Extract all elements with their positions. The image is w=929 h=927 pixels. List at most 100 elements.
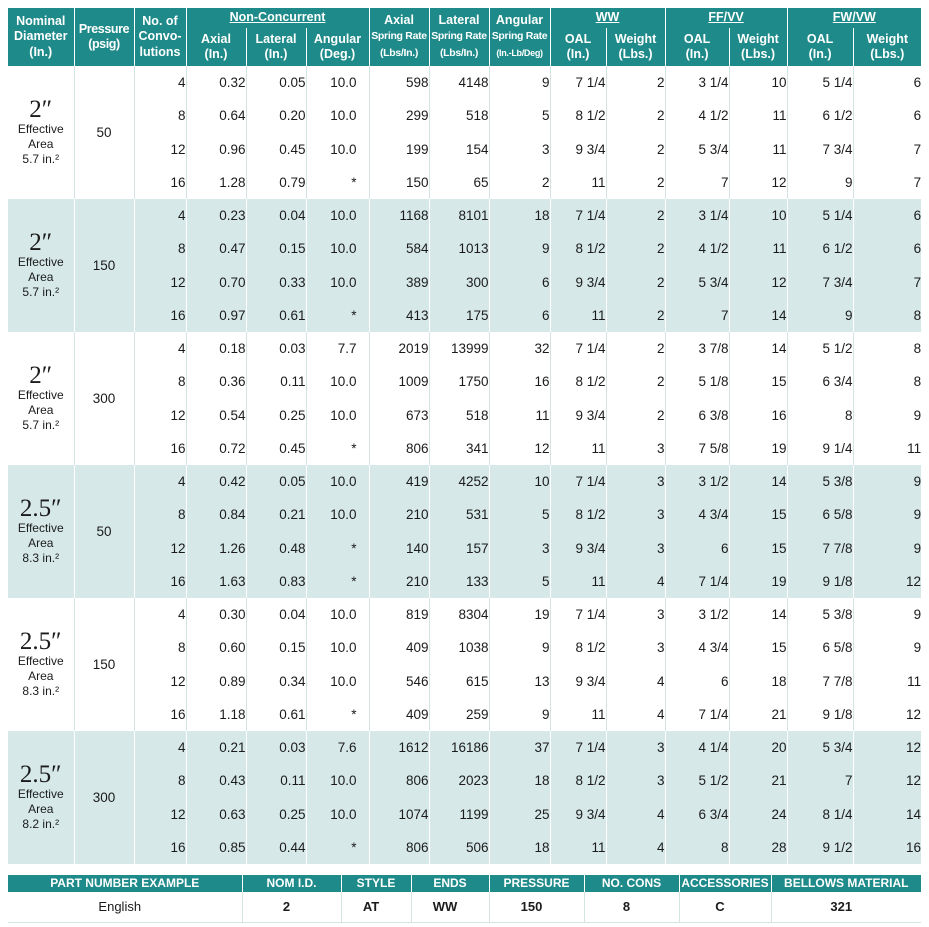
axial-cell: 1.26 xyxy=(186,531,247,565)
axial-spring-rate-cell: 806 xyxy=(369,764,430,798)
lateral-cell: 0.03 xyxy=(246,731,307,765)
ww-oal-cell: 11 xyxy=(550,298,607,332)
pressure-cell: 300 xyxy=(74,332,135,465)
fwvw-weight-cell: 7 xyxy=(853,265,922,299)
axial-cell: 0.32 xyxy=(186,66,247,100)
fwvw-oal-cell: 6 3/4 xyxy=(787,365,854,399)
lateral-cell: 0.44 xyxy=(246,830,307,864)
part-header-nom-id: NOM I.D. xyxy=(242,875,342,892)
part-value-accessories: C xyxy=(679,892,772,923)
fwvw-oal-cell: 9 1/8 xyxy=(787,564,854,598)
ffvv-oal-cell: 5 1/2 xyxy=(665,764,730,798)
lateral-cell: 0.25 xyxy=(246,797,307,831)
axial-cell: 0.30 xyxy=(186,598,247,632)
lateral-spring-rate-cell: 8304 xyxy=(429,598,490,632)
effective-area-label: Effective Area xyxy=(17,787,64,816)
ffvv-oal-cell: 4 1/4 xyxy=(665,731,730,765)
table-row: 8 0.36 0.11 10.0 1009 1750 16 8 1/2 2 5 1/8 15 6 3/… xyxy=(8,365,921,399)
axial-cell: 1.28 xyxy=(186,165,247,199)
axial-spring-rate-cell: 819 xyxy=(369,598,430,632)
axial-cell: 0.89 xyxy=(186,664,247,698)
header-axial: Axial (In.) xyxy=(186,28,247,66)
angular-spring-rate-cell: 6 xyxy=(489,298,551,332)
fwvw-weight-cell: 16 xyxy=(853,830,922,864)
ww-oal-cell: 8 1/2 xyxy=(550,631,607,665)
part-value-ends: WW xyxy=(411,892,490,923)
convolutions-cell: 4 xyxy=(134,199,187,233)
ffvv-weight-cell: 15 xyxy=(729,531,788,565)
lateral-spring-rate-cell: 259 xyxy=(429,697,490,731)
effective-area-label: Effective Area xyxy=(17,388,64,417)
ww-oal-cell: 8 1/2 xyxy=(550,498,607,532)
pressure-cell: 50 xyxy=(74,465,135,598)
angular-cell: * xyxy=(306,564,370,598)
lateral-cell: 0.11 xyxy=(246,764,307,798)
angular-spring-rate-cell: 32 xyxy=(489,332,551,366)
lateral-spring-rate-cell: 518 xyxy=(429,398,490,432)
ww-weight-cell: 2 xyxy=(606,365,666,399)
fwvw-weight-cell: 12 xyxy=(853,764,922,798)
table-row: 2.5″ Effective Area 8.2 in.² 300 4 0.21 0.03 7.… xyxy=(8,731,922,864)
ww-weight-cell: 2 xyxy=(606,99,666,133)
lateral-spring-rate-cell: 65 xyxy=(429,165,490,199)
lateral-cell: 0.21 xyxy=(246,498,307,532)
axial-spring-rate-cell: 598 xyxy=(369,66,430,100)
fwvw-weight-cell: 6 xyxy=(853,199,922,233)
ww-oal-cell: 11 xyxy=(550,431,607,465)
axial-spring-rate-cell: 299 xyxy=(369,99,430,133)
fwvw-oal-cell: 5 1/4 xyxy=(787,199,854,233)
angular-cell: 10.0 xyxy=(306,265,370,299)
ffvv-weight-cell: 18 xyxy=(729,664,788,698)
angular-spring-rate-cell: 5 xyxy=(489,564,551,598)
axial-cell: 0.97 xyxy=(186,298,247,332)
ww-oal-cell: 8 1/2 xyxy=(550,764,607,798)
angular-spring-rate-cell: 9 xyxy=(489,631,551,665)
lateral-cell: 0.11 xyxy=(246,365,307,399)
nominal-diameter-cell: 2.5″ Effective Area 8.3 in.² xyxy=(8,465,75,598)
part-header-ends: ENDS xyxy=(411,875,490,892)
part-value-example: English xyxy=(8,892,243,923)
axial-spring-rate-cell: 409 xyxy=(369,697,430,731)
ffvv-oal-cell: 8 xyxy=(665,830,730,864)
part-header-style: STYLE xyxy=(341,875,412,892)
lateral-cell: 0.61 xyxy=(246,298,307,332)
part-header-no-cons: NO. CONS xyxy=(584,875,680,892)
axial-spring-rate-cell: 1009 xyxy=(369,365,430,399)
ffvv-oal-cell: 7 xyxy=(665,165,730,199)
ffvv-oal-cell: 7 xyxy=(665,298,730,332)
axial-cell: 1.63 xyxy=(186,564,247,598)
table-row: 12 1.26 0.48 * 140 157 3 9 3/4 3 6 15 7 7/8 9 xyxy=(8,531,922,565)
axial-cell: 0.36 xyxy=(186,365,247,399)
nominal-diameter-cell: 2.5″ Effective Area 8.2 in.² xyxy=(8,731,75,864)
lateral-spring-rate-cell: 4252 xyxy=(429,465,490,499)
lateral-cell: 0.20 xyxy=(246,99,307,133)
angular-cell: 10.0 xyxy=(306,365,370,399)
convolutions-cell: 16 xyxy=(134,830,187,864)
ww-weight-cell: 3 xyxy=(606,764,666,798)
fwvw-weight-cell: 9 xyxy=(913,407,922,423)
angular-spring-rate-cell: 9 xyxy=(489,697,551,731)
axial-cell: 0.84 xyxy=(186,498,247,532)
convolutions-cell: 12 xyxy=(134,132,187,166)
lateral-cell: 0.33 xyxy=(246,265,307,299)
ffvv-weight-cell: 28 xyxy=(729,830,788,864)
fwvw-weight-cell: 14 xyxy=(853,797,922,831)
effective-area-label: Effective Area xyxy=(17,255,64,284)
lateral-spring-rate-cell: 506 xyxy=(429,830,490,864)
ffvv-oal-cell: 3 7/8 xyxy=(665,332,730,366)
part-header-bellows-material: BELLOWS MATERIAL xyxy=(771,875,921,892)
angular-spring-rate-cell: 3 xyxy=(489,132,551,166)
fwvw-oal-cell: 6 1/2 xyxy=(787,99,854,133)
lateral-spring-rate-cell: 16186 xyxy=(429,731,490,765)
ffvv-oal-cell: 3 1/2 xyxy=(665,598,730,632)
fwvw-weight-cell: 8 xyxy=(913,341,922,357)
convolutions-cell: 12 xyxy=(134,398,187,432)
ww-oal-cell: 9 3/4 xyxy=(550,132,607,166)
lateral-spring-rate-cell: 157 xyxy=(429,531,490,565)
lateral-spring-rate-cell: 1750 xyxy=(429,365,490,399)
axial-cell: 0.23 xyxy=(186,199,247,233)
ffvv-weight-cell: 11 xyxy=(729,99,788,133)
angular-cell: 7.6 xyxy=(306,731,370,765)
pressure-cell: 150 xyxy=(74,598,135,731)
table-row: 12 0.54 0.25 10.0 673 518 11 9 3/4 2 6 3/8 16 8 9 xyxy=(8,398,922,432)
